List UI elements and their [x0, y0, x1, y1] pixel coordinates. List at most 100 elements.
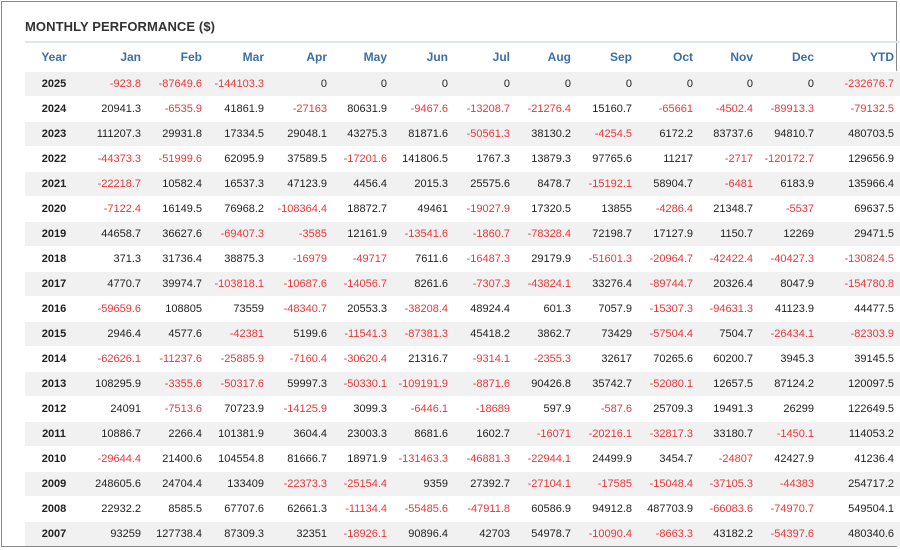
value-cell-jul: 1602.7 — [476, 427, 510, 440]
value-cell-mar: 17334.5 — [224, 127, 264, 140]
value-cell-oct: 25709.3 — [653, 402, 693, 415]
value-cell-dec: 87124.2 — [774, 377, 814, 390]
value-cell-mar: 104554.8 — [218, 452, 264, 465]
value-cell-aug: -22944.1 — [527, 452, 571, 465]
value-cell-jul: -7307.3 — [472, 277, 510, 290]
value-cell-sep: -20216.1 — [588, 427, 632, 440]
value-cell-mar: -69407.3 — [220, 227, 264, 240]
value-cell-may: 12161.9 — [347, 227, 387, 240]
value-cell-jul: -19027.9 — [466, 202, 510, 215]
value-cell-apr: -48340.7 — [283, 302, 327, 315]
value-cell-feb: 24704.4 — [162, 477, 202, 490]
table-row: 2024 20941.3 -6535.9 41861.9 -27163 80631.9 -9… — [25, 96, 900, 121]
column-header-dec: Dec — [791, 49, 814, 64]
value-cell-jan: 111207.3 — [96, 127, 141, 140]
value-cell-jun: -9467.6 — [410, 102, 448, 115]
value-cell-oct: -15307.3 — [649, 302, 693, 315]
value-cell-feb: 29931.8 — [162, 127, 202, 140]
value-cell-nov: 1150.7 — [720, 227, 753, 240]
column-header-sep: Sep — [609, 49, 632, 64]
value-cell-nov: -2717 — [724, 152, 753, 165]
value-cell-jan: 2946.4 — [107, 327, 141, 340]
table-row: 2022 -44373.3 -51999.6 62095.9 37589.5 -17201… — [25, 146, 900, 171]
value-cell-aug: 38130.2 — [531, 127, 571, 140]
year-cell: 2014 — [41, 352, 67, 365]
value-cell-may: -17201.6 — [343, 152, 387, 165]
value-cell-jun: 8261.6 — [414, 277, 448, 290]
value-cell-sep: 72198.7 — [592, 227, 632, 240]
value-cell-ytd: 549504.1 — [848, 502, 894, 515]
value-cell-jul: 25575.6 — [470, 177, 510, 190]
value-cell-apr: 62661.3 — [287, 502, 327, 515]
value-cell-may: -30620.4 — [343, 352, 387, 365]
table-header: Year Jan Feb Mar Apr May Jun Jul Aug Sep Oct Nov Dec… — [25, 42, 900, 71]
value-cell-oct: -57504.4 — [649, 327, 693, 340]
value-cell-nov: -94631.3 — [709, 302, 753, 315]
value-cell-jun: -87381.3 — [404, 327, 448, 340]
value-cell-may: -11134.4 — [345, 502, 387, 515]
value-cell-mar: 62095.9 — [224, 152, 264, 165]
value-cell-oct: -4286.4 — [655, 202, 693, 215]
value-cell-jan: 108295.9 — [95, 377, 141, 390]
value-cell-jun: 7611.6 — [415, 252, 448, 265]
value-cell-mar: 67707.6 — [224, 502, 264, 515]
value-cell-dec: 3945.3 — [780, 352, 814, 365]
value-cell-jan: -62626.1 — [97, 352, 141, 365]
value-cell-jul: 48924.4 — [470, 302, 510, 315]
value-cell-may: -50330.1 — [343, 377, 387, 390]
value-cell-sep: 97765.6 — [592, 152, 632, 165]
value-cell-nov: 21348.7 — [713, 202, 753, 215]
value-cell-apr: -14125.9 — [283, 402, 327, 415]
value-cell-aug: 3862.7 — [537, 327, 571, 340]
value-cell-mar: 87309.3 — [224, 527, 264, 540]
value-cell-jun: 141806.5 — [402, 152, 448, 165]
column-header-year: Year — [41, 49, 67, 64]
value-cell-may: -49717 — [352, 252, 387, 265]
table-row: 2021 -22218.7 10582.4 16537.3 47123.9 4456.4 2… — [25, 171, 900, 196]
value-cell-aug: 8478.7 — [537, 177, 571, 190]
value-cell-jul: -46881.3 — [466, 452, 510, 465]
value-cell-aug: 60586.9 — [531, 502, 571, 515]
value-cell-feb: 8585.5 — [168, 502, 202, 515]
value-cell-aug: -27104.1 — [527, 477, 571, 490]
column-header-may: May — [363, 49, 387, 64]
value-cell-jul: -9314.1 — [472, 352, 510, 365]
value-cell-mar: 16537.3 — [224, 177, 264, 190]
value-cell-jan: 44658.7 — [101, 227, 141, 240]
value-cell-feb: 31736.4 — [162, 252, 202, 265]
value-cell-sep: 24499.9 — [592, 452, 632, 465]
value-cell-jan: 93259 — [110, 527, 141, 540]
year-cell: 2024 — [41, 102, 67, 115]
value-cell-aug: 17320.5 — [531, 202, 571, 215]
table-row: 2014 -62626.1 -11237.6 -25885.9 -7160.4 -3062… — [25, 346, 900, 371]
value-cell-ytd: 29471.5 — [854, 227, 894, 240]
value-cell-apr: -22373.3 — [283, 477, 327, 490]
value-cell-dec: -44383 — [779, 477, 814, 490]
value-cell-sep: 32617 — [601, 352, 632, 365]
value-cell-jul: 0 — [503, 77, 510, 90]
value-cell-dec: -89913.3 — [770, 102, 814, 115]
value-cell-jun: -55485.6 — [404, 502, 448, 515]
value-cell-apr: -27163 — [292, 102, 327, 115]
value-cell-jul: 42703 — [479, 527, 510, 540]
value-cell-nov: 0 — [746, 77, 753, 90]
value-cell-jul: -1860.7 — [472, 227, 510, 240]
value-cell-mar: 76968.2 — [224, 202, 264, 215]
value-cell-mar: 38875.3 — [224, 252, 264, 265]
table-row: 2019 44658.7 36627.6 -69407.3 -3585 12161.9 -1… — [25, 221, 900, 246]
value-cell-may: 18872.7 — [347, 202, 387, 215]
table-row: 2010 -29644.4 21400.6 104554.8 81666.7 18971.… — [25, 446, 900, 471]
monthly-performance-table: Year Jan Feb Mar Apr May Jun Jul Aug Sep Oct Nov Dec… — [25, 41, 900, 546]
value-cell-nov: 7504.7 — [719, 327, 753, 340]
table-row: 2016 -59659.6 108805 73559 -48340.7 20553.3 -3… — [25, 296, 900, 321]
value-cell-may: 18971.9 — [347, 452, 387, 465]
column-header-apr: Apr — [306, 49, 327, 64]
value-cell-nov: 20326.4 — [713, 277, 753, 290]
year-cell: 2022 — [41, 152, 67, 165]
year-cell: 2019 — [41, 227, 67, 240]
value-cell-mar: 133409 — [227, 477, 264, 490]
value-cell-aug: -21276.4 — [527, 102, 571, 115]
value-cell-may: 23003.3 — [347, 427, 387, 440]
value-cell-jun: -13541.6 — [404, 227, 448, 240]
value-cell-apr: 47123.9 — [287, 177, 327, 190]
